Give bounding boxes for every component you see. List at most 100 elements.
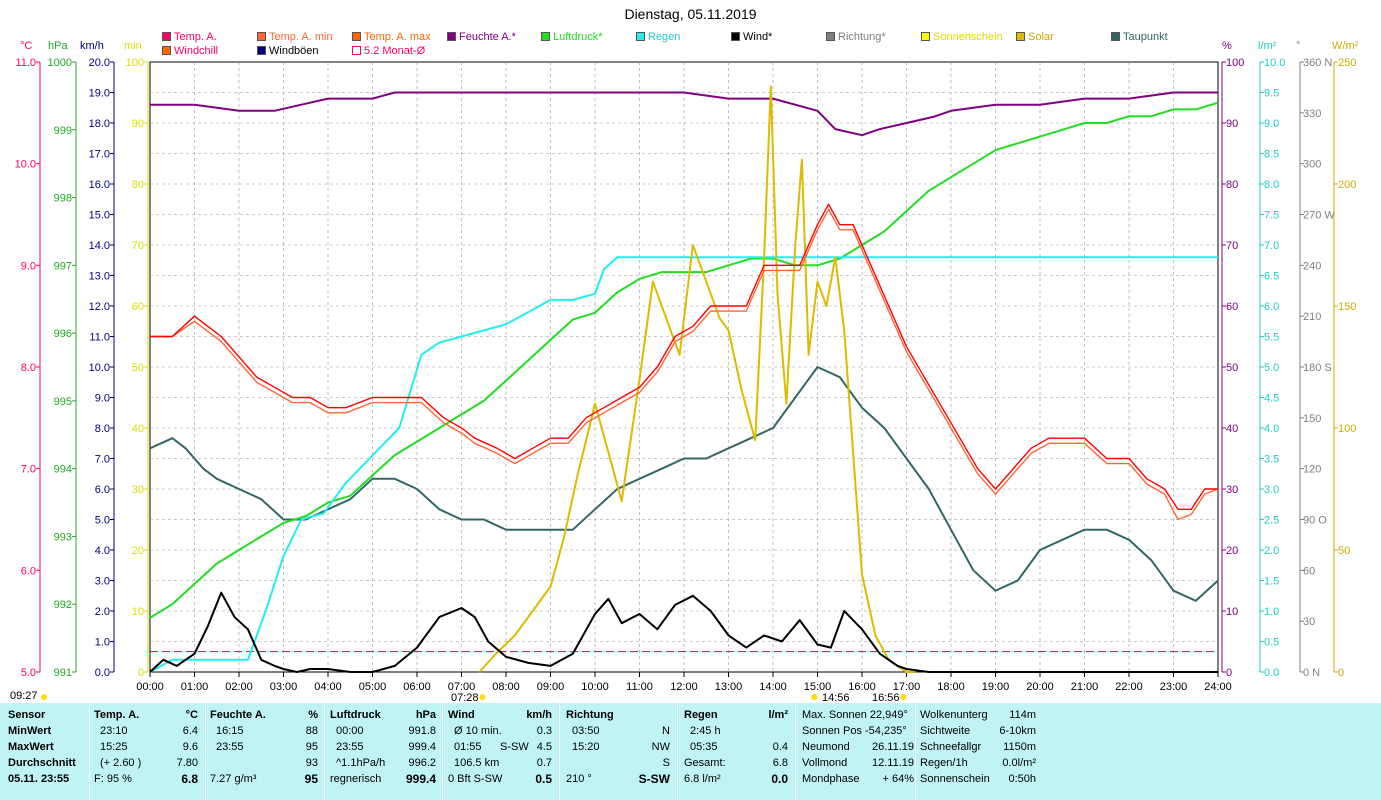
axis-label-pressure: 1000 <box>48 57 72 69</box>
press-header: Luftdruck <box>330 709 381 721</box>
stats-col-wind: Wind Ø 10 min. 01:55 106.5 km 0 Bft S-SW <box>448 707 518 787</box>
legend-swatch <box>826 32 835 41</box>
axis-label-direction: 30 <box>1303 616 1315 628</box>
axis-label-wind: 8.0 <box>95 423 110 435</box>
series-line-wind <box>149 591 1218 673</box>
axis-label-direction: 120 <box>1303 464 1321 476</box>
sun-marker <box>41 694 47 700</box>
axis-label-humidity: 20 <box>1226 545 1238 557</box>
dir-current-value: S-SW <box>638 772 670 786</box>
axis-label-solar: 0 <box>1338 667 1344 679</box>
wind-max-value: 4.5 <box>536 741 552 753</box>
unit-lm2: l/m² <box>1258 40 1277 52</box>
temp-min-time: 23:10 <box>100 725 128 737</box>
legend-swatch <box>636 32 645 41</box>
hum-unit: % <box>308 709 318 721</box>
axis-label-pressure: 991 <box>54 667 72 679</box>
rain-total-text: 6.8 l/m² <box>684 773 721 785</box>
x-tick-label: 00:00 <box>136 681 164 693</box>
x-tick-label: 01:00 <box>181 681 209 693</box>
stats-col-pressure-values: hPa 991.8 999.4 996.2 999.4 <box>386 707 436 787</box>
x-tick-label: 21:00 <box>1071 681 1099 693</box>
wind-avg-value: 0.7 <box>536 757 552 769</box>
x-tick-label: 10:00 <box>581 681 609 693</box>
axis-label-wind: 7.0 <box>95 454 110 466</box>
stats-col-rain: Regen 2:45 h 05:35 Gesamt: 6.8 l/m² <box>684 707 754 787</box>
snowline-value: 1150m <box>1003 741 1036 753</box>
temp-current-value: 6.8 <box>181 772 198 786</box>
legend-solar: Solar <box>1016 31 1054 43</box>
axis-label-wind: 0.0 <box>95 667 110 679</box>
axis-label-wind: 5.0 <box>95 515 110 527</box>
moon-phase-value: + 64% <box>882 773 915 785</box>
dir-r2-time: 15:20 <box>572 741 600 753</box>
stats-separator <box>442 703 443 800</box>
axis-label-rain: 7.5 <box>1264 210 1279 222</box>
sun-marker <box>811 694 818 700</box>
axis-label-pressure: 992 <box>54 599 72 611</box>
axis-label-wind: 4.0 <box>95 545 110 557</box>
wind-max-dir: S-SW <box>500 741 529 753</box>
legend-label: Temp. A. <box>174 31 217 43</box>
stats-col-wind-values: km/h 0.3 4.5 0.7 0.5 <box>508 707 552 787</box>
axis-label-rain: 5.0 <box>1264 362 1279 374</box>
sun-position: Sonnen Pos -54,235° <box>802 725 907 737</box>
axis-label-sunshine: 20 <box>132 545 144 557</box>
axis-label-humidity: 0 <box>1226 667 1232 679</box>
sun-marker <box>900 694 907 700</box>
stats-min-label: MinWert <box>8 725 52 737</box>
new-moon-label: Neumond <box>802 741 850 753</box>
legend-label: Solar <box>1028 31 1054 43</box>
axis-label-temp: 9.0 <box>21 260 36 272</box>
legend-wind: Wind* <box>731 31 772 43</box>
axis-label-rain: 2.0 <box>1264 545 1279 557</box>
dir-r2-value: NW <box>651 741 670 753</box>
axis-label-humidity: 30 <box>1226 484 1238 496</box>
x-tick-label: 13:00 <box>715 681 743 693</box>
x-tick-label: 11:00 <box>626 681 653 693</box>
axis-label-sunshine: 0 <box>138 667 144 679</box>
axis-label-pressure: 996 <box>54 328 72 340</box>
wind-header: Wind <box>448 709 475 721</box>
press-forecast: regnerisch <box>330 773 382 785</box>
axis-label-direction: 60 <box>1303 565 1315 577</box>
series-line-tempa <box>150 203 1218 510</box>
x-tick-label: 20:00 <box>1026 681 1054 693</box>
temp-current-label: F: 95 % <box>94 773 132 785</box>
legend-swatch <box>162 32 171 41</box>
axis-label-rain: 7.0 <box>1264 240 1279 252</box>
rain-duration: 2:45 h <box>690 725 721 737</box>
legend-label: Richtung* <box>838 31 886 43</box>
axis-label-sunshine: 30 <box>132 484 144 496</box>
unit-pct: % <box>1222 40 1232 52</box>
axis-label-wind: 11.0 <box>89 332 110 344</box>
press-min-value: 991.8 <box>408 725 436 737</box>
stats-col-humidity: Feuchte A. 16:15 23:55 7.27 g/m³ <box>210 707 310 787</box>
axis-label-wind: 12.0 <box>89 301 110 313</box>
legend-swatch <box>352 46 361 55</box>
axis-label-rain: 3.0 <box>1264 484 1279 496</box>
legend-label: Windchill <box>174 45 219 57</box>
legend-swatch <box>257 46 266 55</box>
axis-label-sunshine: 70 <box>132 240 144 252</box>
rain-header: Regen <box>684 709 718 721</box>
stats-col-misc-values: 114m 6-10km 1150m 0.0l/m² 0:50h <box>984 707 1036 787</box>
legend-sunshine: Sonnenschein <box>921 31 1003 43</box>
axis-label-wind: 2.0 <box>95 606 110 618</box>
axis-label-pressure: 995 <box>54 396 72 408</box>
legend-label: Taupunkt <box>1123 31 1168 43</box>
axis-label-direction: 300 <box>1303 159 1321 171</box>
legend-windchill: Windchill <box>162 45 218 57</box>
axis-label-direction: 330 <box>1303 108 1321 120</box>
axis-label-rain: 0.0 <box>1264 667 1279 679</box>
dir-degrees: 210 ° <box>566 773 592 785</box>
axis-label-solar: 200 <box>1338 179 1356 191</box>
stats-separator <box>89 703 90 800</box>
stats-col-sun: Max. Sonnen 22,949° Sonnen Pos -54,235° … <box>802 707 912 787</box>
press-min-time: 00:00 <box>336 725 364 737</box>
legend-pressure: Luftdruck* <box>541 31 603 43</box>
stats-separator <box>677 703 678 800</box>
axis-label-direction: 210 <box>1303 311 1321 323</box>
axis-label-direction: 240 <box>1303 260 1321 272</box>
x-tick-label: 09:00 <box>537 681 565 693</box>
